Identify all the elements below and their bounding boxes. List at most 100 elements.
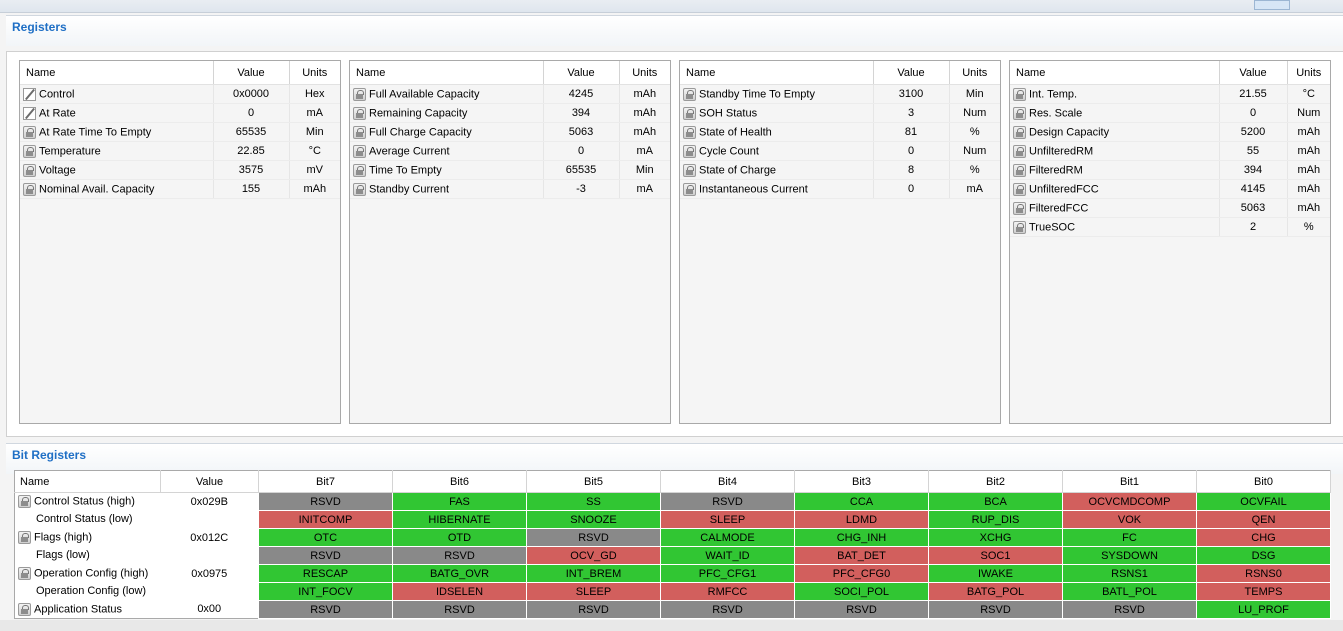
column-header-name[interactable]: Name: [680, 61, 874, 85]
bit-register-row[interactable]: Application Status 0x00 RSVD RSVD RSVD RSVD RS…: [15, 600, 1331, 619]
register-name-cell: Instantaneous Current: [680, 179, 874, 199]
register-name: Nominal Avail. Capacity: [39, 183, 155, 195]
bit-register-name: Operation Config (high): [34, 567, 149, 580]
bit-column-header[interactable]: Bit7: [258, 470, 393, 493]
register-row[interactable]: Time To Empty 65535 Min: [350, 160, 670, 180]
register-row[interactable]: Full Charge Capacity 5063 mAh: [350, 122, 670, 142]
register-name-cell: Average Current: [350, 141, 544, 161]
register-row[interactable]: Average Current 0 mA: [350, 141, 670, 161]
register-row[interactable]: UnfilteredFCC 4145 mAh: [1010, 179, 1330, 199]
column-header-value[interactable]: Value: [873, 61, 950, 85]
register-panel: Name Value Units Control 0x0000 Hex At Rate 0 mA…: [19, 60, 341, 424]
column-header-units[interactable]: Units: [1287, 61, 1330, 85]
bit-cell: RSVD: [794, 600, 929, 619]
bit-cell: CCA: [794, 492, 929, 511]
column-header-name[interactable]: Name: [20, 61, 214, 85]
bit-column-header[interactable]: Bit4: [660, 470, 795, 493]
register-row[interactable]: Int. Temp. 21.55 °C: [1010, 84, 1330, 104]
register-row[interactable]: Nominal Avail. Capacity 155 mAh: [20, 179, 340, 199]
bit-register-value: [161, 511, 259, 529]
bit-column-header[interactable]: Bit1: [1062, 470, 1197, 493]
bit-cell: RSVD: [526, 528, 661, 547]
register-row[interactable]: Standby Current -3 mA: [350, 179, 670, 199]
bit-column-header[interactable]: Bit5: [526, 470, 661, 493]
register-row[interactable]: Control 0x0000 Hex: [20, 84, 340, 104]
register-grid: Name Value Units Int. Temp. 21.55 °C Res. Scal…: [1010, 61, 1330, 237]
register-name-cell: Cycle Count: [680, 141, 874, 161]
register-row[interactable]: UnfilteredRM 55 mAh: [1010, 141, 1330, 161]
register-name-cell: Temperature: [20, 141, 214, 161]
column-header-value[interactable]: Value: [1219, 61, 1288, 85]
register-name: Control: [39, 88, 75, 100]
edit-icon: [23, 106, 36, 120]
register-row[interactable]: FilteredFCC 5063 mAh: [1010, 198, 1330, 218]
register-name: TrueSOC: [1029, 221, 1076, 233]
bit-register-value: 0x0975: [191, 567, 228, 580]
bit-register-row[interactable]: Control Status (high) 0x029B RSVD FAS SS RSVD…: [15, 492, 1331, 511]
bit-register-row[interactable]: Control Status (low) INITCOMP HIBERNATE SNO…: [15, 510, 1331, 529]
register-units: Min: [289, 122, 340, 142]
bottom-strip: [0, 620, 1343, 631]
register-units: mA: [949, 179, 1000, 199]
toolbar-button[interactable]: [1254, 0, 1290, 10]
register-row[interactable]: At Rate Time To Empty 65535 Min: [20, 122, 340, 142]
bit-register-row[interactable]: Operation Config (high) 0x0975 RESCAP BATG_…: [15, 564, 1331, 583]
column-header-units[interactable]: Units: [289, 61, 340, 85]
bit-register-name: Control Status (high): [34, 495, 135, 508]
register-row[interactable]: Standby Time To Empty 3100 Min: [680, 84, 1000, 104]
register-name-cell: Full Available Capacity: [350, 84, 544, 104]
lock-icon: [683, 182, 696, 196]
lock-icon: [1013, 163, 1026, 177]
register-value: 0: [1219, 103, 1288, 123]
bit-cell: INT_FOCV: [258, 582, 393, 601]
bit-registers-table: Name Value Bit7 Bit6 Bit5 Bit4 Bit3 Bit2 Bit1 Bit…: [14, 470, 1331, 619]
register-name: Instantaneous Current: [699, 183, 808, 195]
register-name: At Rate: [39, 107, 76, 119]
register-value: 394: [1219, 160, 1288, 180]
lock-icon: [23, 125, 36, 139]
column-header-value[interactable]: Value: [213, 61, 290, 85]
register-row[interactable]: FilteredRM 394 mAh: [1010, 160, 1330, 180]
register-row[interactable]: Full Available Capacity 4245 mAh: [350, 84, 670, 104]
column-header-value[interactable]: Value: [543, 61, 620, 85]
register-row[interactable]: At Rate 0 mA: [20, 103, 340, 123]
bit-cell: RSVD: [392, 600, 527, 619]
lock-icon: [353, 87, 366, 101]
bit-register-row[interactable]: Flags (low) RSVD RSVD OCV_GD WAIT_ID BAT_DET S…: [15, 546, 1331, 565]
register-row[interactable]: State of Health 81%: [680, 122, 1000, 142]
register-name-cell: TrueSOC: [1010, 217, 1220, 237]
register-name-cell: Voltage: [20, 160, 214, 180]
bit-column-header[interactable]: Bit2: [928, 470, 1063, 493]
bit-column-header[interactable]: Bit3: [794, 470, 929, 493]
register-row[interactable]: Design Capacity 5200 mAh: [1010, 122, 1330, 142]
column-header-units[interactable]: Units: [619, 61, 670, 85]
register-row[interactable]: State of Charge 8%: [680, 160, 1000, 180]
register-units: Num: [949, 141, 1000, 161]
bit-register-row[interactable]: Operation Config (low) INT_FOCV IDSELEN SLE…: [15, 582, 1331, 601]
register-row[interactable]: Temperature 22.85 °C: [20, 141, 340, 161]
register-row[interactable]: TrueSOC 2%: [1010, 217, 1330, 237]
register-row[interactable]: Remaining Capacity 394 mAh: [350, 103, 670, 123]
bit-column-header[interactable]: Value: [160, 470, 259, 493]
bit-cell: INITCOMP: [258, 510, 393, 529]
register-name: Remaining Capacity: [369, 107, 468, 119]
register-row[interactable]: Res. Scale 0 Num: [1010, 103, 1330, 123]
register-row[interactable]: Instantaneous Current 0 mA: [680, 179, 1000, 199]
bit-column-header[interactable]: Bit6: [392, 470, 527, 493]
bit-cell: BCA: [928, 492, 1063, 511]
register-row[interactable]: Voltage 3575 mV: [20, 160, 340, 180]
register-row[interactable]: Cycle Count 0 Num: [680, 141, 1000, 161]
column-header-name[interactable]: Name: [350, 61, 544, 85]
bit-column-header[interactable]: Bit0: [1196, 470, 1331, 493]
column-header-units[interactable]: Units: [949, 61, 1000, 85]
register-row[interactable]: SOH Status 3 Num: [680, 103, 1000, 123]
register-name-cell: Standby Time To Empty: [680, 84, 874, 104]
bit-cell: VOK: [1062, 510, 1197, 529]
bit-register-row[interactable]: Flags (high) 0x012C OTC OTD RSVD CALMODE CHG_I…: [15, 528, 1331, 547]
registers-header[interactable]: Registers: [6, 15, 1343, 46]
register-grid-header: Name Value Units: [20, 61, 340, 85]
bit-cell: RMFCC: [660, 582, 795, 601]
bit-registers-header[interactable]: Bit Registers: [6, 443, 1343, 474]
bit-column-header[interactable]: Name: [14, 470, 161, 493]
column-header-name[interactable]: Name: [1010, 61, 1220, 85]
